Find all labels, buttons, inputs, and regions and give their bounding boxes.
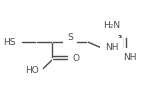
Text: S: S <box>67 33 73 42</box>
Text: NH: NH <box>123 53 137 62</box>
Text: O: O <box>73 54 80 63</box>
Text: NH: NH <box>105 43 118 52</box>
Text: HS: HS <box>3 38 16 47</box>
Text: H₂N: H₂N <box>103 21 121 30</box>
Text: HO: HO <box>25 66 39 75</box>
